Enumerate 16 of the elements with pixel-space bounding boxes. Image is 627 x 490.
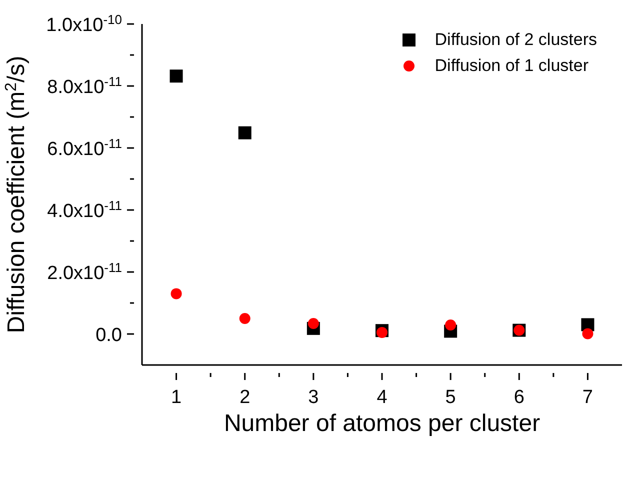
- y-tick-label: 1.0x10$^{-10}$: [46, 12, 122, 36]
- x-tick-label: 6: [514, 387, 524, 408]
- x-tick-label: 3: [308, 387, 319, 408]
- x-tick-label: 4: [376, 387, 388, 408]
- y-tick-label: 0.0: [96, 325, 122, 346]
- y-tick-label: 4.0x10$^{-11}$: [47, 198, 122, 222]
- x-tick-label: 1: [170, 387, 182, 408]
- legend-label: Diffusion of 2 clusters: [434, 30, 597, 50]
- x-tick-label: 2: [240, 387, 250, 408]
- x-tick-label: 5: [445, 387, 456, 408]
- x-tick-label: 7: [582, 387, 594, 408]
- y-tick-label: 8.0x10$^{-11}$: [47, 74, 122, 98]
- y-tick-label: 6.0x10$^{-11}$: [47, 136, 122, 160]
- legend-label: Diffusion of 1 cluster: [434, 56, 588, 76]
- y-tick-label: 2.0x10$^{-11}$: [47, 260, 122, 284]
- x-axis-title: Number of atomos per cluster: [224, 410, 540, 437]
